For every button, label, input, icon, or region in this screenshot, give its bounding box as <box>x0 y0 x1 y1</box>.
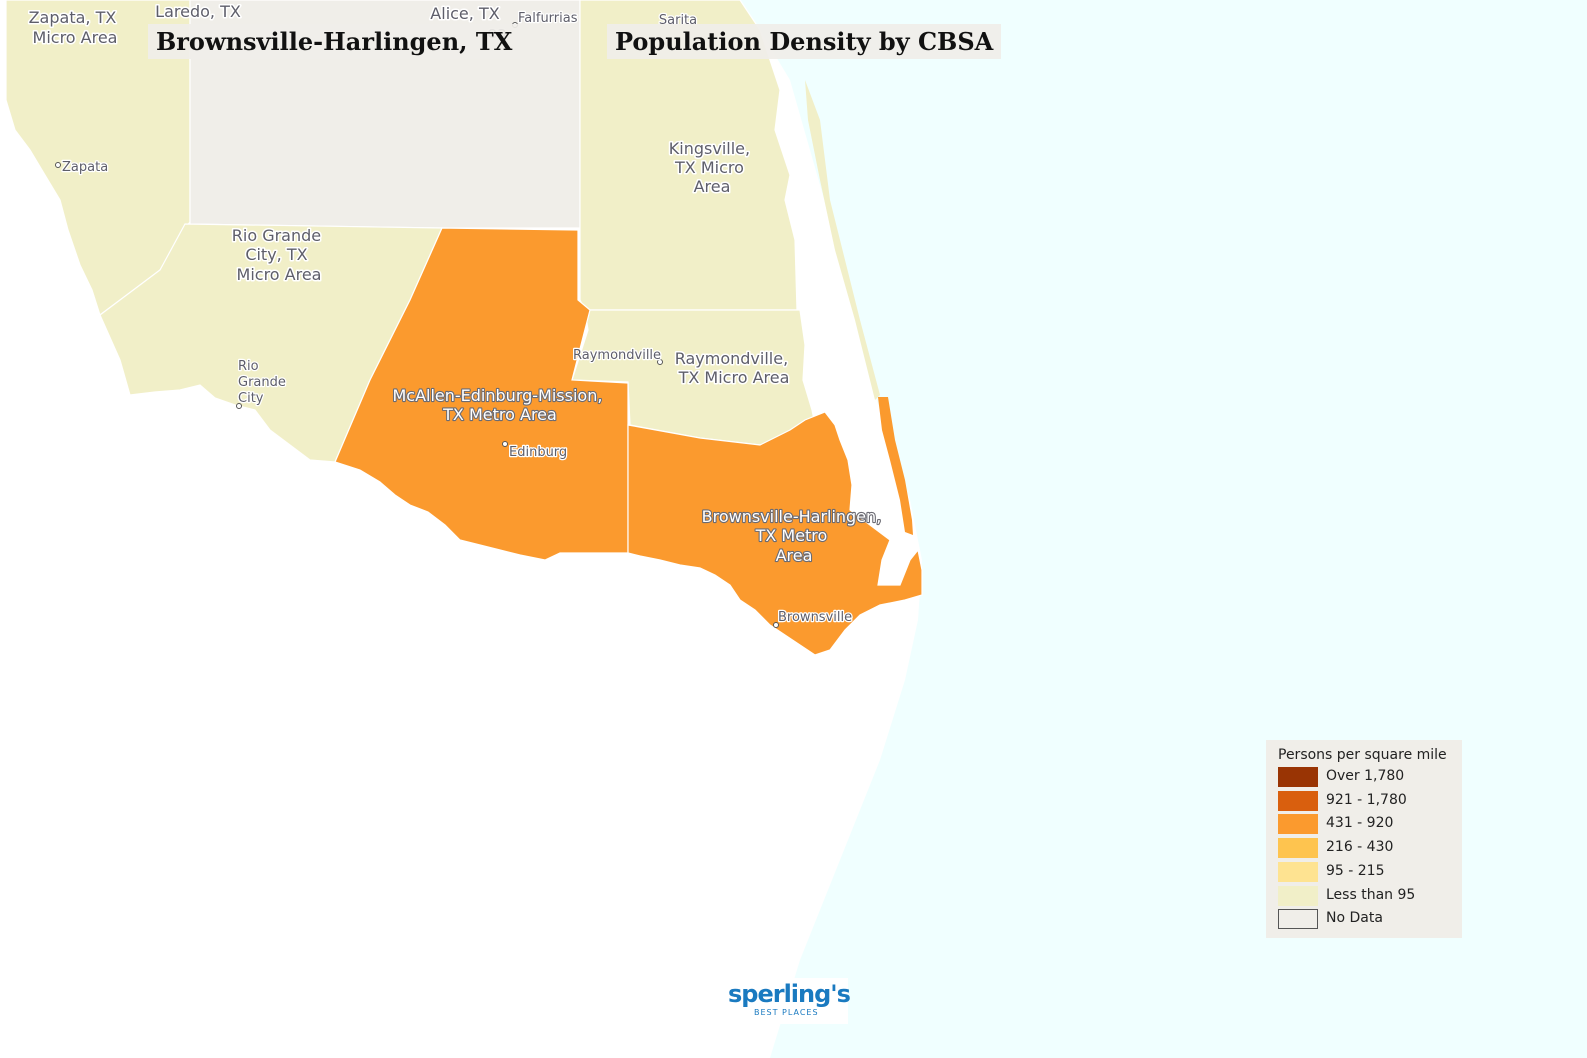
legend-swatch <box>1278 861 1318 882</box>
city-marker-edinburg[interactable] <box>502 441 508 447</box>
city-label-edinburg: Edinburg <box>509 445 567 460</box>
legend-title: Persons per square mile <box>1278 747 1447 763</box>
legend-item: 216 - 430 <box>1278 838 1458 859</box>
label-zapata-line2: Micro Area <box>33 28 118 47</box>
label-kingsville-line1: Kingsville, <box>669 139 750 158</box>
region-barrier-island-north <box>805 80 880 400</box>
legend-item: 921 - 1,780 <box>1278 790 1458 811</box>
legend-label: 95 - 215 <box>1326 862 1385 879</box>
label-raymondville: Raymondville, TX Micro Area <box>675 349 794 387</box>
label-mcallen-line2: TX Metro Area <box>442 405 557 424</box>
legend-label: 216 - 430 <box>1326 839 1394 856</box>
city-label-raymondville: Raymondville <box>573 348 661 363</box>
label-brownsville-line3: Area <box>776 546 813 565</box>
label-kingsville-line3: Area <box>694 177 731 196</box>
legend-item: 95 - 215 <box>1278 861 1458 882</box>
label-rio-grande-line2: City, TX <box>245 245 307 264</box>
city-marker-rio-grande-city[interactable] <box>236 403 242 409</box>
label-rio-grande-line1: Rio Grande <box>232 226 321 245</box>
label-brownsville-line2: TX Metro <box>755 526 828 545</box>
label-kingsville-line2: TX Micro <box>674 158 744 177</box>
label-brownsville: Brownsville-Harlingen, TX Metro Area <box>702 507 887 565</box>
legend-swatch <box>1278 790 1318 811</box>
city-marker-raymondville[interactable] <box>657 359 663 365</box>
legend-item: 431 - 920 <box>1278 814 1458 835</box>
city-label-rio-grande-city: Rio Grande City <box>238 359 290 406</box>
legend-swatch <box>1278 767 1318 787</box>
legend-label: Less than 95 <box>1326 886 1416 903</box>
label-alice: Alice, TX <box>430 4 499 23</box>
region-barrier-island-south <box>878 397 913 535</box>
city-marker-brownsville[interactable] <box>773 622 779 628</box>
sperlings-logo[interactable]: sperling's BEST PLACES <box>724 978 851 1024</box>
legend-label: Over 1,780 <box>1326 768 1405 784</box>
label-zapata-line1: Zapata, TX <box>29 8 117 27</box>
label-brownsville-line1: Brownsville-Harlingen, <box>702 507 882 526</box>
city-label-rio-grande-city-line1: Rio <box>238 359 259 374</box>
city-label-falfurrias: Falfurrias <box>518 11 578 26</box>
label-kingsville: Kingsville, TX Micro Area <box>669 139 755 196</box>
label-rio-grande-line3: Micro Area <box>237 265 322 284</box>
legend-label: 431 - 920 <box>1326 815 1394 832</box>
place-title: Brownsville-Harlingen, TX <box>148 24 521 59</box>
legend-item: Less than 95 <box>1278 885 1458 906</box>
city-label-zapata: Zapata <box>62 160 108 175</box>
legend-label: No Data <box>1326 910 1383 927</box>
logo-wordmark: sperling's <box>728 980 851 1008</box>
label-raymondville-line1: Raymondville, <box>675 349 788 368</box>
legend: Persons per square mile Over 1,780 921 - … <box>1266 740 1462 938</box>
label-laredo: Laredo, TX <box>155 2 241 21</box>
city-marker-zapata[interactable] <box>55 162 61 168</box>
label-mcallen-line1: McAllen-Edinburg-Mission, <box>392 386 602 405</box>
region-brownsville[interactable] <box>627 411 923 656</box>
legend-item: Over 1,780 <box>1278 767 1458 787</box>
city-label-brownsville: Brownsville <box>778 610 852 625</box>
legend-swatch <box>1278 885 1318 906</box>
legend-swatch <box>1278 814 1318 835</box>
label-raymondville-line2: TX Micro Area <box>678 368 790 387</box>
city-label-rio-grande-city-line2: Grande <box>238 375 286 390</box>
legend-item: No Data <box>1278 909 1458 930</box>
label-zapata: Zapata, TX Micro Area <box>29 8 122 47</box>
legend-swatch <box>1278 838 1318 859</box>
city-label-rio-grande-city-line3: City <box>238 391 264 406</box>
legend-label: 921 - 1,780 <box>1326 791 1407 808</box>
region-mcallen[interactable] <box>334 227 629 561</box>
label-mcallen: McAllen-Edinburg-Mission, TX Metro Area <box>392 386 607 424</box>
logo-tagline: BEST PLACES <box>754 1008 819 1017</box>
legend-swatch <box>1278 909 1318 930</box>
label-rio-grande: Rio Grande City, TX Micro Area <box>232 226 326 284</box>
map-title: Population Density by CBSA <box>607 24 1002 59</box>
